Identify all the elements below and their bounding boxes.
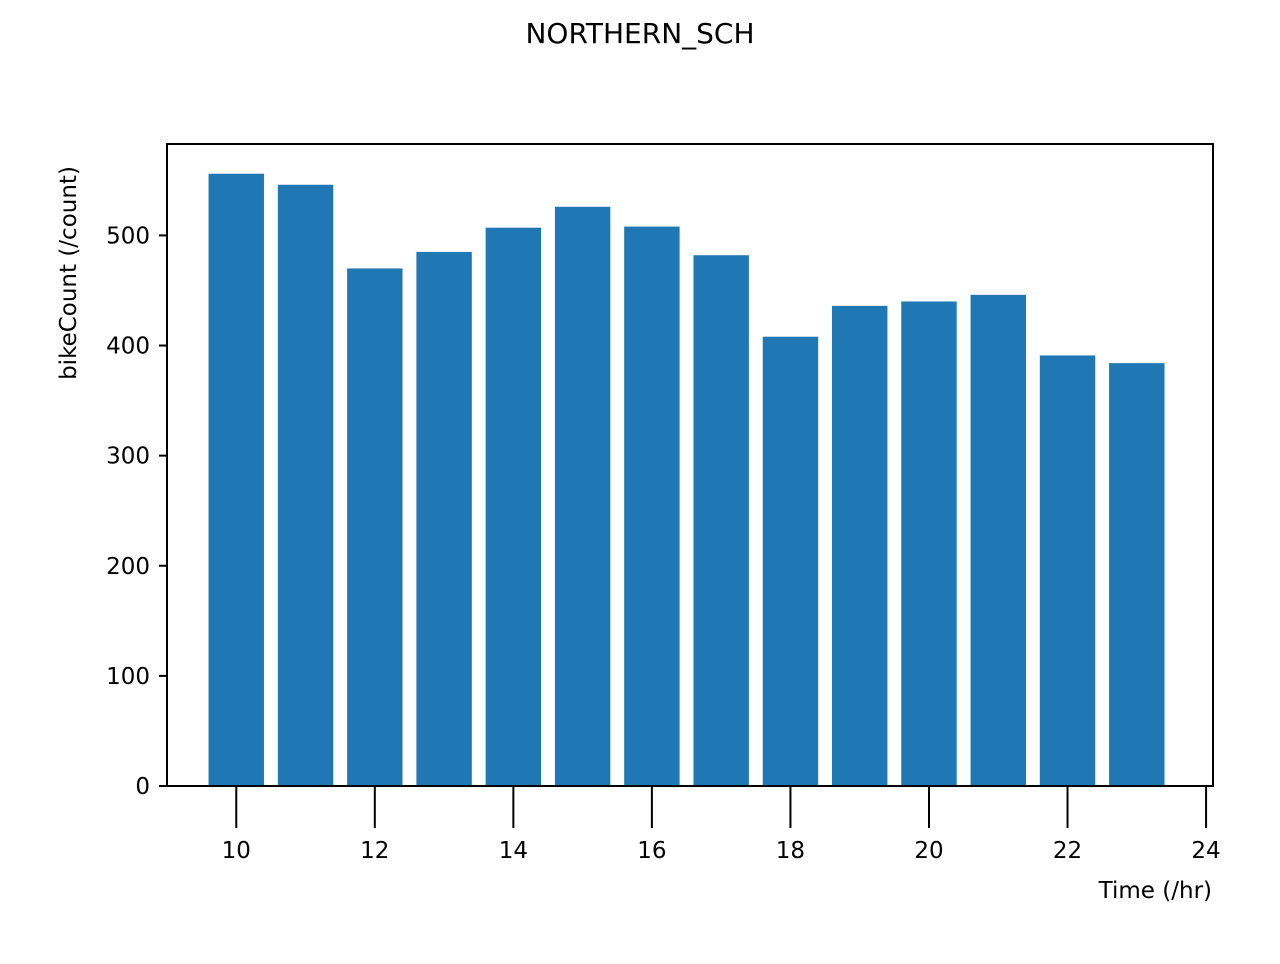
bar-23 bbox=[1109, 363, 1165, 786]
x-tick-label-12: 12 bbox=[360, 838, 389, 864]
y-axis-ticks: 0 100 200 300 400 500 bbox=[106, 223, 167, 800]
x-axis-ticks: 10 12 14 16 18 20 22 24 bbox=[222, 786, 1221, 864]
bar-12 bbox=[347, 268, 403, 786]
bar-17 bbox=[693, 255, 749, 787]
bar-19 bbox=[832, 305, 888, 786]
x-tick-label-18: 18 bbox=[776, 838, 805, 864]
y-axis-label: bikeCount (/count) bbox=[56, 166, 82, 380]
x-tick-label-20: 20 bbox=[914, 838, 943, 864]
y-tick-label-300: 300 bbox=[106, 444, 150, 470]
bar-15 bbox=[554, 206, 611, 786]
y-tick-label-500: 500 bbox=[106, 223, 150, 249]
bar-22 bbox=[1039, 355, 1096, 786]
bar-21 bbox=[970, 294, 1026, 786]
x-tick-label-24: 24 bbox=[1191, 838, 1220, 864]
bar-13 bbox=[416, 251, 472, 787]
y-tick-label-400: 400 bbox=[106, 334, 150, 360]
x-tick-label-10: 10 bbox=[222, 838, 251, 864]
y-tick-label-0: 0 bbox=[135, 774, 150, 800]
bar-10 bbox=[208, 173, 264, 787]
y-tick-label-100: 100 bbox=[106, 664, 150, 690]
bar-11 bbox=[277, 184, 334, 787]
bar-16 bbox=[624, 226, 680, 787]
bar-14 bbox=[485, 227, 542, 786]
bar-18 bbox=[762, 336, 819, 786]
bars-group bbox=[208, 173, 1165, 787]
plot-frame bbox=[166, 143, 1214, 787]
x-tick-label-14: 14 bbox=[499, 838, 528, 864]
chart-title: NORTHERN_SCH bbox=[525, 17, 754, 50]
x-tick-label-22: 22 bbox=[1053, 838, 1082, 864]
y-tick-label-200: 200 bbox=[106, 554, 150, 580]
bar-20 bbox=[901, 301, 957, 786]
x-tick-label-16: 16 bbox=[637, 838, 666, 864]
x-axis-label: Time (/hr) bbox=[1098, 878, 1212, 904]
